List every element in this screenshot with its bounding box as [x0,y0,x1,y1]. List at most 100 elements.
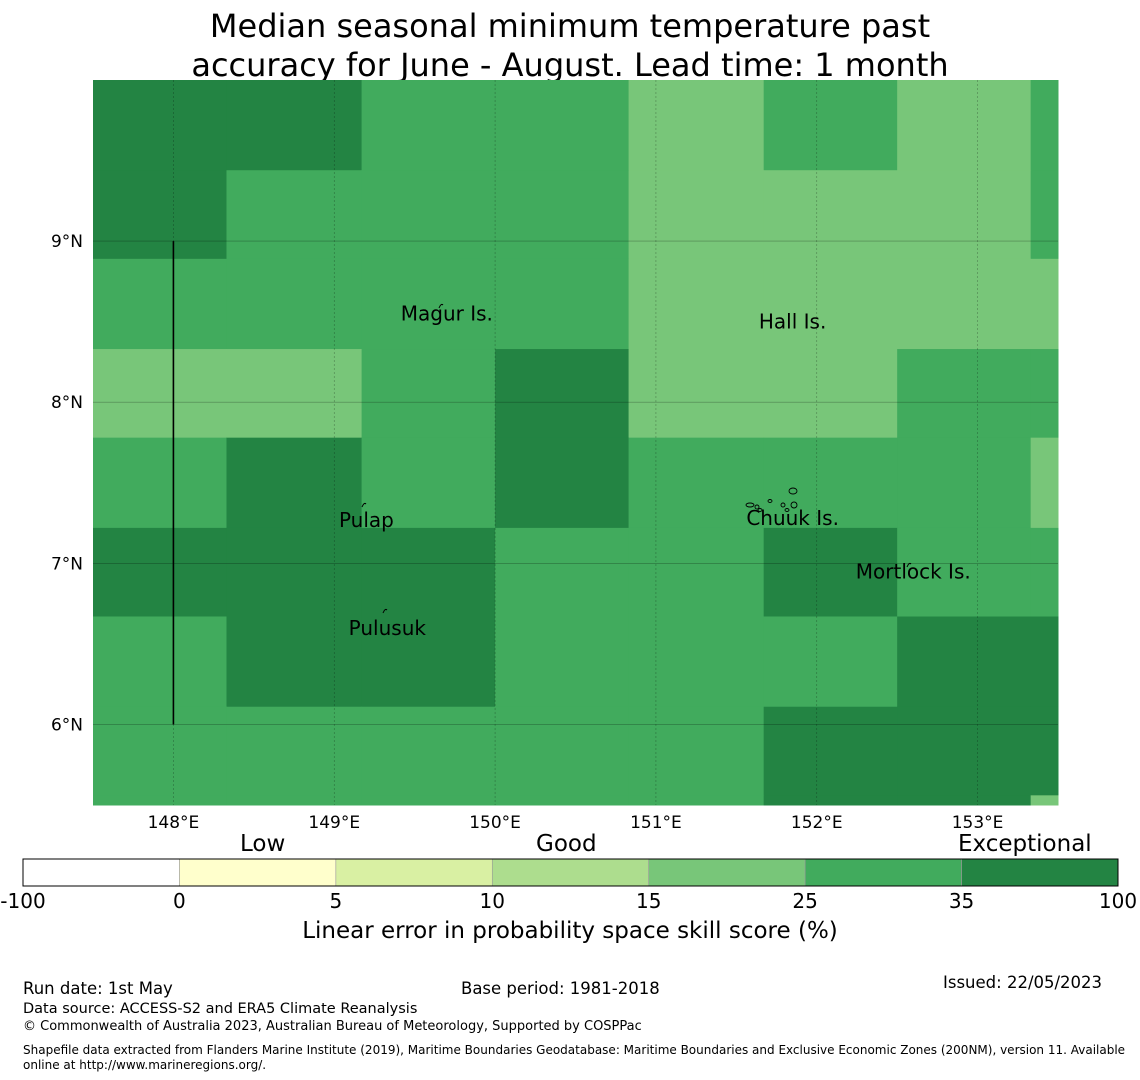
longitude-tick-label: 152°E [791,813,843,830]
chuuk-island-outline [780,502,786,508]
skill-cell [897,80,1032,171]
colorbar-tick-label: 5 [329,889,343,913]
skill-cell [93,80,227,171]
run-date: Run date: 1st May [23,979,173,998]
skill-cell [897,258,1032,350]
colorbar-segment [961,858,1119,887]
colorbar-segment [179,858,337,887]
skill-cell [93,437,227,529]
colorbar-tick-label: 0 [173,889,186,913]
skill-cell [93,527,227,617]
colorbar-category-exceptional: Exceptional [958,831,1092,857]
shapefile-credit-line-1: Shapefile data extracted from Flanders M… [23,1043,1126,1057]
graticule [93,80,1058,805]
skill-cell [226,258,363,350]
skill-cell [495,80,630,171]
skill-cells [93,80,1059,806]
place-label-pulap-label: Pulap [339,508,394,532]
chuuk-island-outline [788,487,798,495]
map-axes: 148°E 149°E 150°E 151°E 152°E 153°E 9°N 8°N 7°N 6… [51,232,1003,830]
base-period: Base period: 1981-2018 [461,979,660,998]
skill-cell [361,706,496,796]
skill-cell [226,527,363,617]
map-title-line-1: Median seasonal minimum temperature past [209,7,931,45]
skill-cell [897,170,1032,260]
skill-cell [763,706,898,796]
colorbar-segment [22,858,180,887]
skill-cell [1030,80,1059,171]
longitude-tick-label: 148°E [148,813,200,830]
skill-cell [628,795,765,806]
skill-cell [495,527,630,617]
skill-cell [495,795,630,806]
chuuk-island-outline [754,504,760,510]
skill-cell [763,170,898,260]
skill-cell [495,437,630,529]
skill-cell [93,706,227,796]
latitude-tick-label: 8°N [51,393,83,413]
latitude-tick-label: 9°N [51,232,83,252]
place-label-hall-label: Hall Is. [759,310,826,334]
shapefile-credit-line-2: online at http://www.marineregions.org/. [23,1058,267,1072]
chuuk-island-outline [767,499,773,503]
skill-cell [93,795,227,806]
copyright: © Commonwealth of Australia 2023, Austra… [23,1019,642,1034]
map-title-line-2: accuracy for June - August. Lead time: 1… [191,46,949,84]
longitude-tick-label: 150°E [469,813,521,830]
skill-cell [361,527,496,617]
colorbar-tick-label: -100 [0,889,46,913]
longitude-tick-label: 153°E [952,813,1004,830]
issued-date: Issued: 22/05/2023 [943,973,1103,992]
skill-cell [361,349,496,439]
skill-cell [897,706,1032,796]
skill-cell [1030,616,1059,708]
skill-cell [1030,349,1059,439]
skill-cell [897,437,1032,529]
colorbar [22,858,1119,887]
skill-cell [93,170,227,260]
skill-cell [495,258,630,350]
colorbar-tick-label: 35 [948,889,975,913]
colorbar-label: Linear error in probability space skill … [302,918,838,944]
place-label-magur-label: Magur Is. [401,302,493,326]
chuuk-island-outline [784,508,790,512]
longitude-tick-label: 149°E [308,813,360,830]
skill-cell [226,170,363,260]
chuuk-island-outline [790,501,798,509]
skill-cell [226,706,363,796]
skill-cell [226,616,363,708]
skill-score-map: Magur Is. Hall Is. Pulap Chuuk Is. Mortlock … [51,80,1059,830]
place-label-mortlock-label: Mortlock Is. [856,559,971,583]
skill-cell [226,795,363,806]
island-outlines [361,303,912,614]
skill-cell [226,349,363,439]
colorbar-frame [22,858,1119,887]
skill-cell [628,616,765,708]
island-outline [906,562,912,568]
skill-cell [763,349,898,439]
skill-cell [628,258,765,350]
skill-cell [93,349,227,439]
skill-cell [93,616,227,708]
colorbar-category-low: Low [240,831,286,857]
skill-cell [1030,527,1059,617]
skill-cell [1030,706,1059,796]
skill-cell [495,170,630,260]
skill-cell [495,349,630,439]
skill-cell [897,527,1032,617]
skill-cell [628,80,765,171]
skill-cell [361,258,496,350]
skill-cell [763,437,898,529]
colorbar-segment [804,858,962,887]
skill-cell [1030,795,1059,806]
skill-cell [495,706,630,796]
skill-cell [628,437,765,529]
skill-cell [361,795,496,806]
skill-cell [226,437,363,529]
skill-cell [1030,437,1059,529]
skill-cell [93,258,227,350]
colorbar-tick-label: 10 [479,889,506,913]
place-label-chuuk-label: Chuuk Is. [746,506,839,530]
colorbar-tick-label: 25 [792,889,818,913]
skill-cell [897,349,1032,439]
